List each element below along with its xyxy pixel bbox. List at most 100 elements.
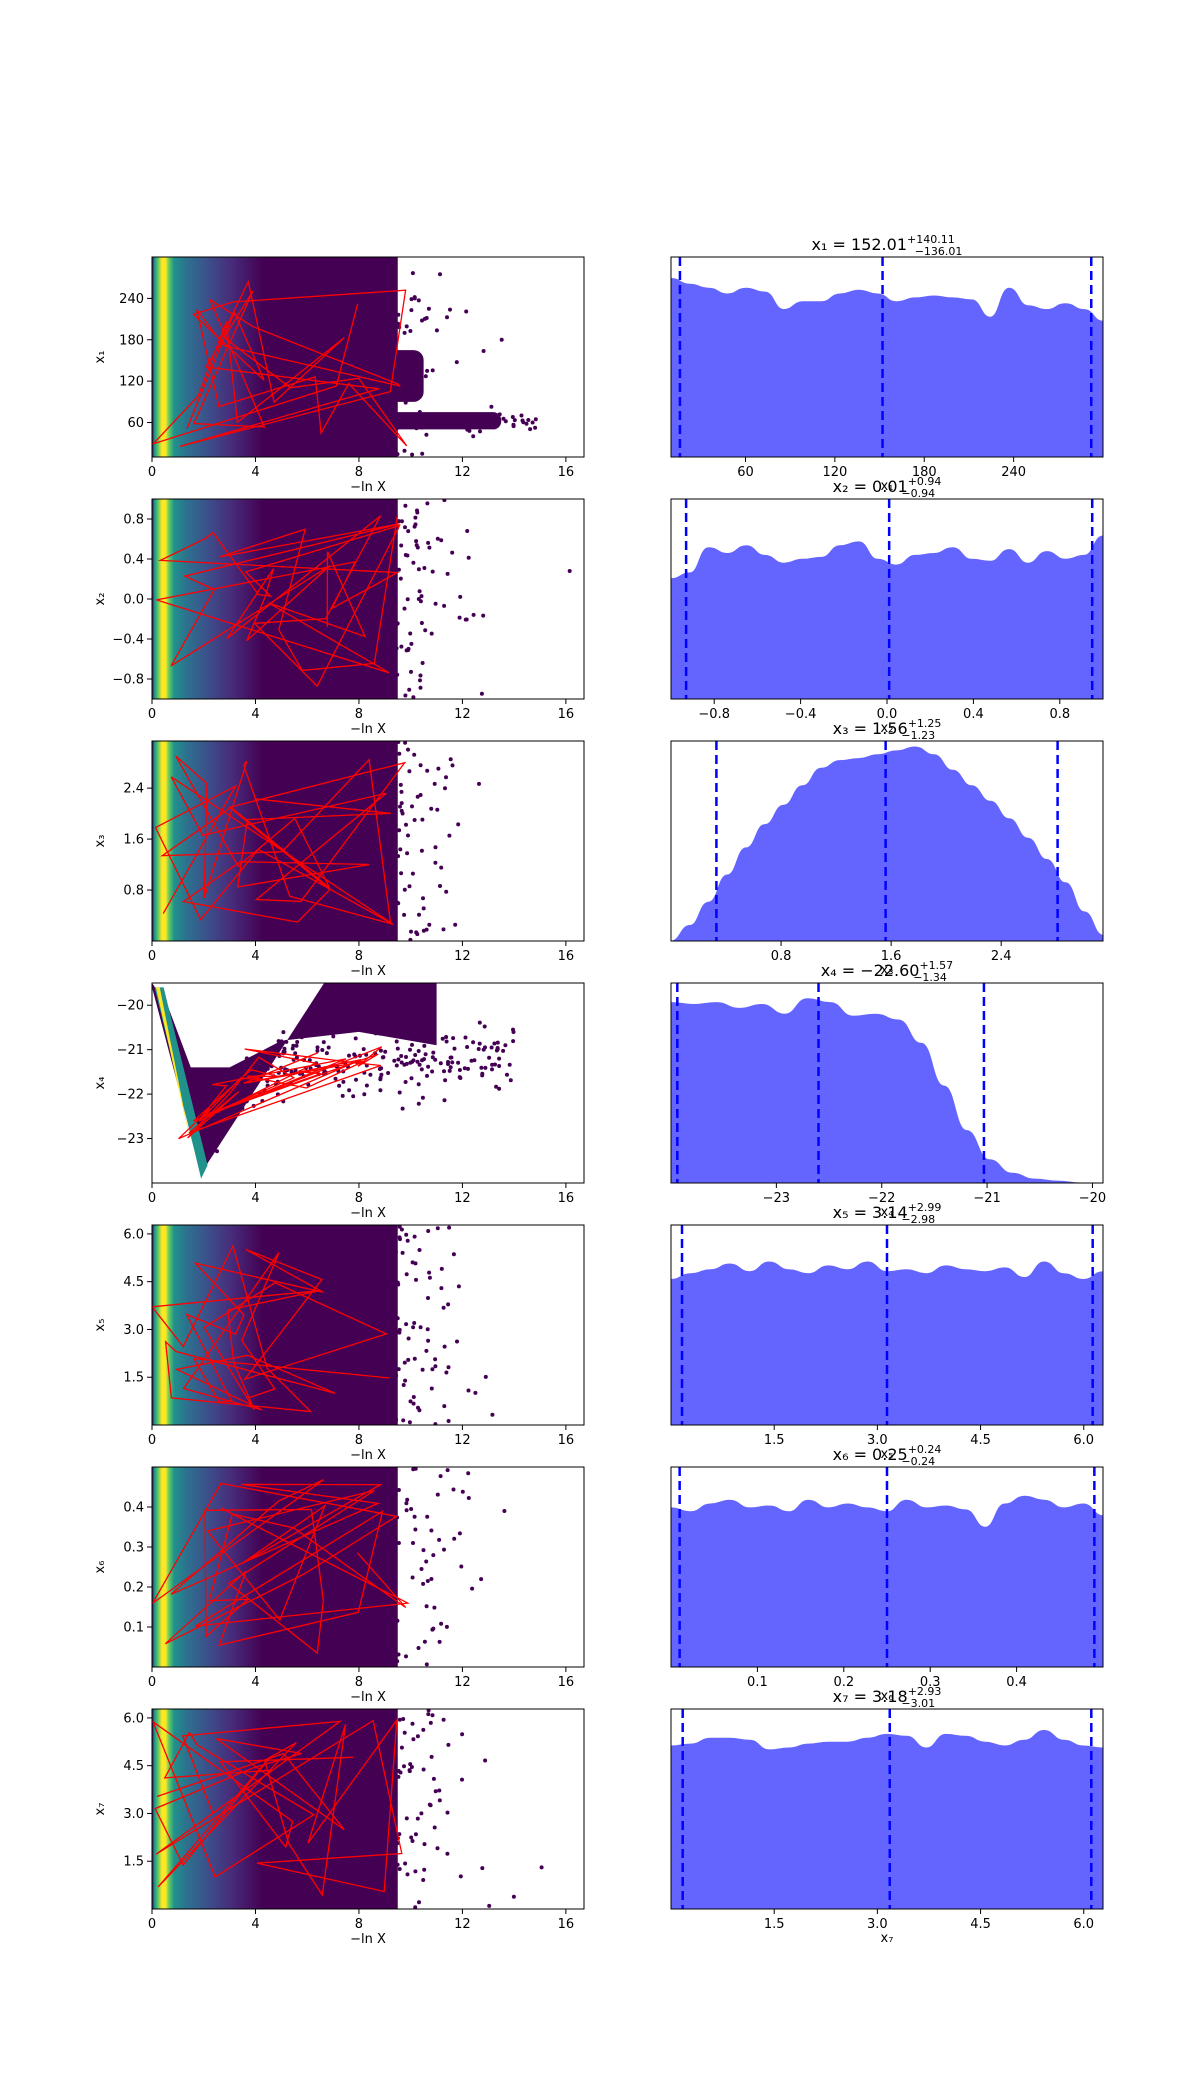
sample-point	[427, 922, 432, 927]
sample-point	[420, 661, 425, 665]
sample-point	[533, 425, 538, 430]
sample-point	[426, 1064, 431, 1069]
sample-point	[501, 1048, 506, 1053]
trace-axes-frame	[151, 1466, 585, 1668]
sample-point	[410, 1839, 415, 1843]
sample-point	[347, 1053, 351, 1058]
sample-point	[471, 612, 476, 617]
sample-point	[478, 429, 482, 434]
sample-point	[421, 1548, 426, 1553]
x-tick-label: 16	[558, 1433, 575, 1448]
x-tick-label: 8	[355, 1675, 363, 1690]
y-tick-label: −21	[117, 1043, 144, 1058]
sample-point	[404, 1272, 409, 1277]
sample-point	[429, 631, 434, 636]
sample-point	[421, 1581, 426, 1586]
sample-point	[425, 768, 430, 773]
x-tick-label: 1.5	[764, 1917, 785, 1932]
sample-point	[495, 1046, 500, 1050]
x-tick-label: −23	[763, 1191, 790, 1206]
sample-point	[420, 1367, 425, 1372]
sample-point	[450, 1060, 455, 1065]
sample-point	[467, 428, 472, 433]
sample-point	[290, 1046, 295, 1051]
posterior-title: x₅ = 3.14+2.99 −2.98	[833, 1201, 942, 1226]
sample-point	[411, 1737, 416, 1742]
sample-point	[439, 1621, 444, 1626]
sample-point	[432, 1825, 437, 1830]
sample-point	[399, 871, 404, 876]
sample-point	[462, 1066, 467, 1071]
x-tick-label: 3.0	[867, 1433, 888, 1448]
sample-point	[416, 1049, 421, 1053]
sample-point	[421, 1727, 426, 1732]
sample-point	[481, 613, 486, 618]
x-tick-label: 4	[251, 465, 259, 480]
sample-point	[402, 912, 407, 917]
sample-point	[437, 1639, 442, 1644]
x-axis-label: −ln X	[350, 1448, 386, 1463]
x-tick-label: 12	[454, 1433, 471, 1448]
sample-point	[320, 1048, 325, 1052]
subplot-row-2: 0 4 8 12 16−0.8−0.40.00.40.8−ln Xx₂−0.8 −0.4 0…	[93, 475, 1104, 737]
sample-point	[416, 1101, 421, 1106]
x-tick-label: 0	[148, 1191, 156, 1206]
sample-point	[497, 1086, 502, 1091]
sample-point	[443, 786, 447, 791]
sample-point	[437, 1537, 442, 1542]
sample-point	[406, 833, 410, 838]
sample-point	[420, 1058, 424, 1063]
sample-point	[539, 1865, 544, 1870]
sample-point	[442, 603, 447, 608]
sample-point	[307, 1058, 312, 1063]
sample-point	[411, 1325, 416, 1330]
y-tick-label: −23	[117, 1132, 144, 1147]
y-tick-label: 6.0	[123, 1227, 144, 1242]
sample-point	[337, 1083, 342, 1088]
sample-point	[408, 1762, 413, 1767]
sample-point	[392, 1058, 397, 1063]
y-tick-label: −20	[117, 999, 144, 1014]
sample-point	[412, 1514, 417, 1519]
sample-point	[490, 1412, 495, 1417]
sample-point	[425, 368, 430, 373]
y-tick-label: 1.5	[123, 1371, 144, 1386]
sample-point	[433, 845, 438, 850]
x-tick-label: 0	[148, 949, 156, 964]
sample-point	[493, 1062, 497, 1067]
sample-point	[424, 1348, 429, 1353]
sample-point	[431, 1776, 436, 1781]
sample-point	[415, 1734, 420, 1739]
live-point-trajectory	[152, 1244, 390, 1413]
sample-point	[441, 1717, 446, 1722]
y-tick-label: 3.0	[123, 1807, 144, 1822]
sample-point	[404, 1654, 408, 1659]
sample-point	[294, 1043, 299, 1048]
sample-point	[347, 1088, 352, 1093]
x-tick-label: 12	[454, 1917, 471, 1932]
sample-point	[398, 782, 403, 787]
posterior-panel-3: 0.8 1.6 2.4 x₃ x₃ = 1.56+1.25 −1.23	[670, 717, 1104, 978]
x-tick-label: 0	[148, 1917, 156, 1932]
sample-point	[403, 503, 408, 508]
sample-point	[445, 1851, 450, 1856]
sample-point	[400, 1106, 405, 1111]
sample-point	[421, 906, 426, 911]
sample-point	[456, 1284, 461, 1289]
sample-point	[412, 1321, 417, 1325]
y-tick-label: 60	[127, 416, 144, 431]
sample-point	[418, 678, 422, 683]
sample-point	[450, 550, 455, 555]
sample-point	[415, 1816, 420, 1821]
sample-point	[408, 937, 413, 941]
sample-point	[398, 847, 403, 852]
x-axis-label: −ln X	[350, 480, 386, 495]
sample-point	[528, 427, 533, 432]
sample-point	[294, 1055, 299, 1060]
sample-point	[444, 775, 448, 780]
sample-point	[354, 1077, 358, 1082]
y-tick-label: 240	[119, 292, 144, 307]
sample-point	[430, 569, 435, 574]
posterior-density	[670, 998, 1103, 1184]
posterior-axes-frame	[670, 1466, 1104, 1668]
